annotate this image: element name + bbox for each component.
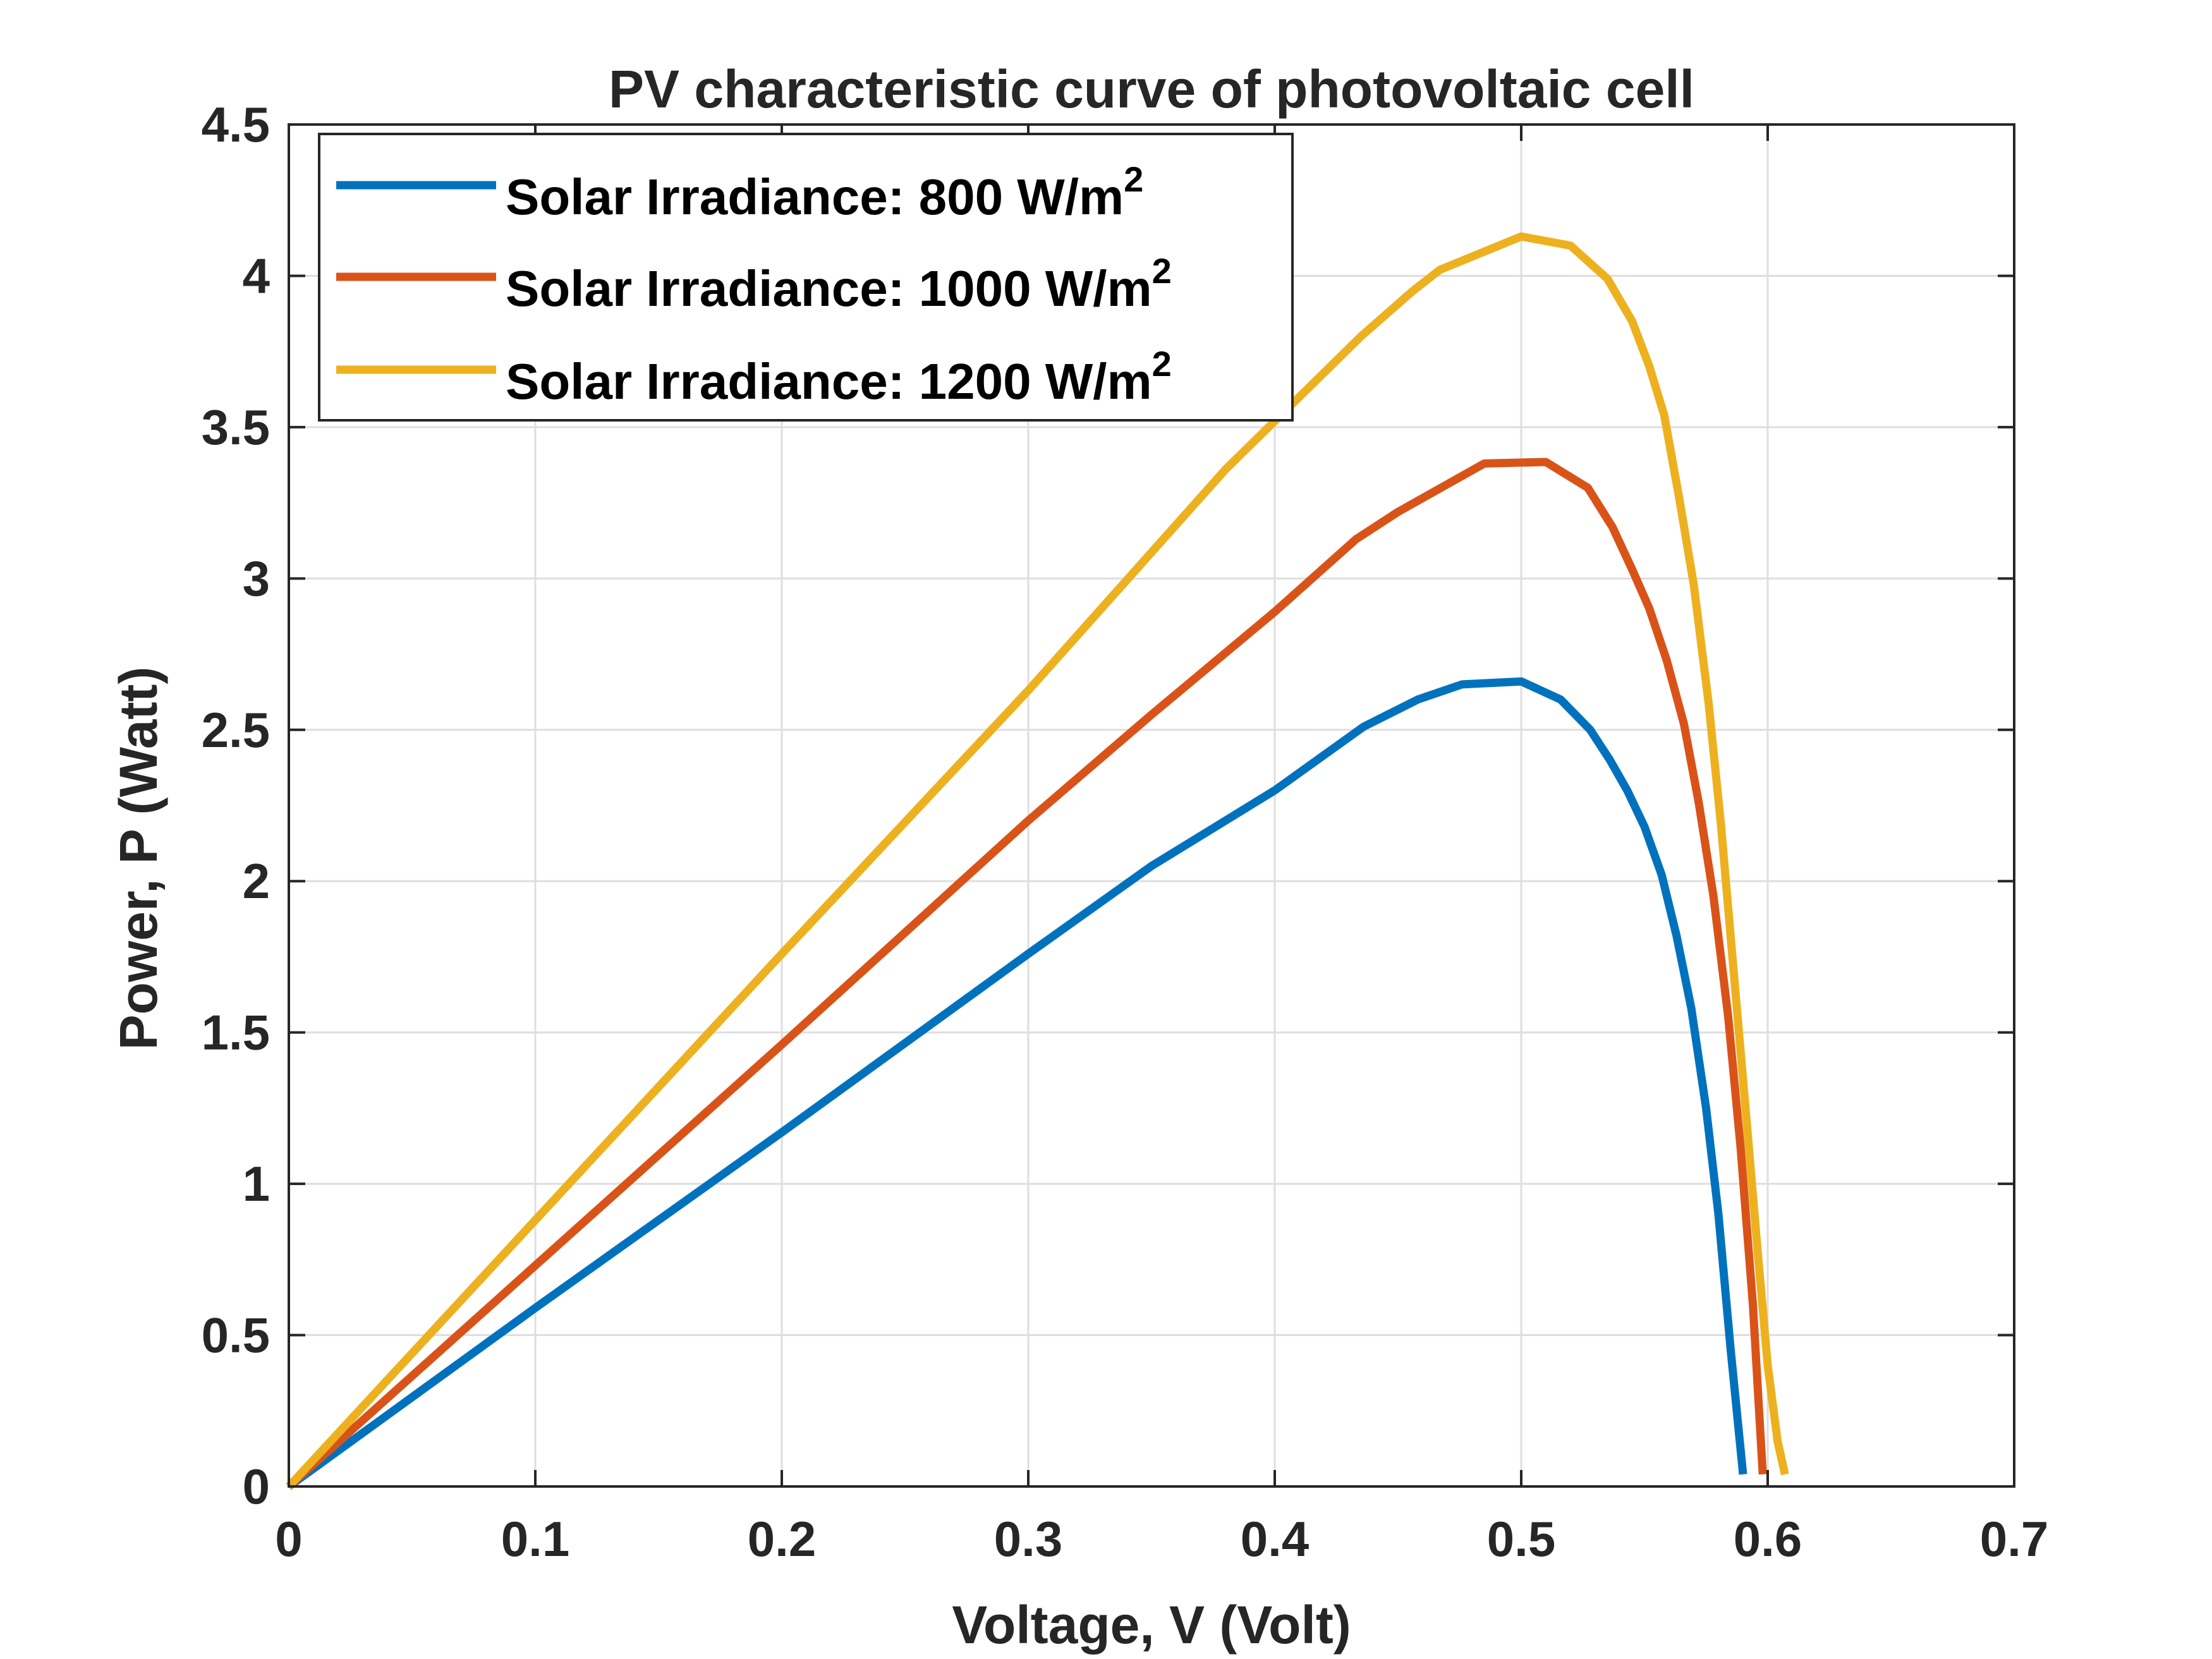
y-tick-label: 2 xyxy=(243,853,270,909)
x-tick-label: 0.1 xyxy=(501,1511,569,1567)
y-tick-label: 0 xyxy=(243,1459,270,1514)
chart-title: PV characteristic curve of photovoltaic … xyxy=(609,59,1694,119)
legend-label-1: Solar Irradiance: 1000 W/m2 xyxy=(506,251,1172,317)
y-tick-label: 4 xyxy=(243,248,270,303)
y-tick-label: 1 xyxy=(243,1156,270,1212)
axes-frame xyxy=(288,123,2015,1488)
legend-label-superscript: 2 xyxy=(1152,344,1172,384)
x-tick-label: 0 xyxy=(275,1511,302,1567)
series-line-2 xyxy=(286,232,1789,1490)
legend: Solar Irradiance: 800 W/m2 Solar Irradian… xyxy=(318,133,1294,422)
x-tick-label: 0.7 xyxy=(1980,1511,2048,1567)
x-tick-label: 0.6 xyxy=(1734,1511,1802,1567)
y-tick-label: 4.5 xyxy=(202,97,270,152)
legend-label-0: Solar Irradiance: 800 W/m2 xyxy=(506,159,1143,225)
y-tick-label: 0.5 xyxy=(202,1308,270,1363)
series-lines xyxy=(286,232,1789,1490)
y-tick-label: 2.5 xyxy=(202,702,270,758)
legend-label-superscript: 2 xyxy=(1152,251,1172,291)
x-tick-label: 0.2 xyxy=(748,1511,816,1567)
legend-label-2: Solar Irradiance: 1200 W/m2 xyxy=(506,344,1172,410)
x-tick-label: 0.5 xyxy=(1487,1511,1555,1567)
x-tick-label: 0.3 xyxy=(994,1511,1062,1567)
y-tick-label: 3 xyxy=(243,550,270,606)
tick-labels: 0 0.1 0.2 0.3 0.4 0.5 0.6 0.7 0 0.5 1 1.5 2 2.5 3 3.5 4 4… xyxy=(202,97,2049,1567)
y-tick-label: 1.5 xyxy=(202,1005,270,1060)
plot-area-border xyxy=(288,123,2015,1488)
y-tick-label: 3.5 xyxy=(202,399,270,455)
series-line-1 xyxy=(286,458,1767,1490)
legend-label-superscript: 2 xyxy=(1124,159,1143,199)
x-axis-title: Voltage, V (Volt) xyxy=(952,1595,1351,1655)
y-axis-title: Power, P (Watt) xyxy=(109,667,168,1050)
x-tick-label: 0.4 xyxy=(1241,1511,1309,1567)
series-line-0 xyxy=(286,677,1747,1490)
